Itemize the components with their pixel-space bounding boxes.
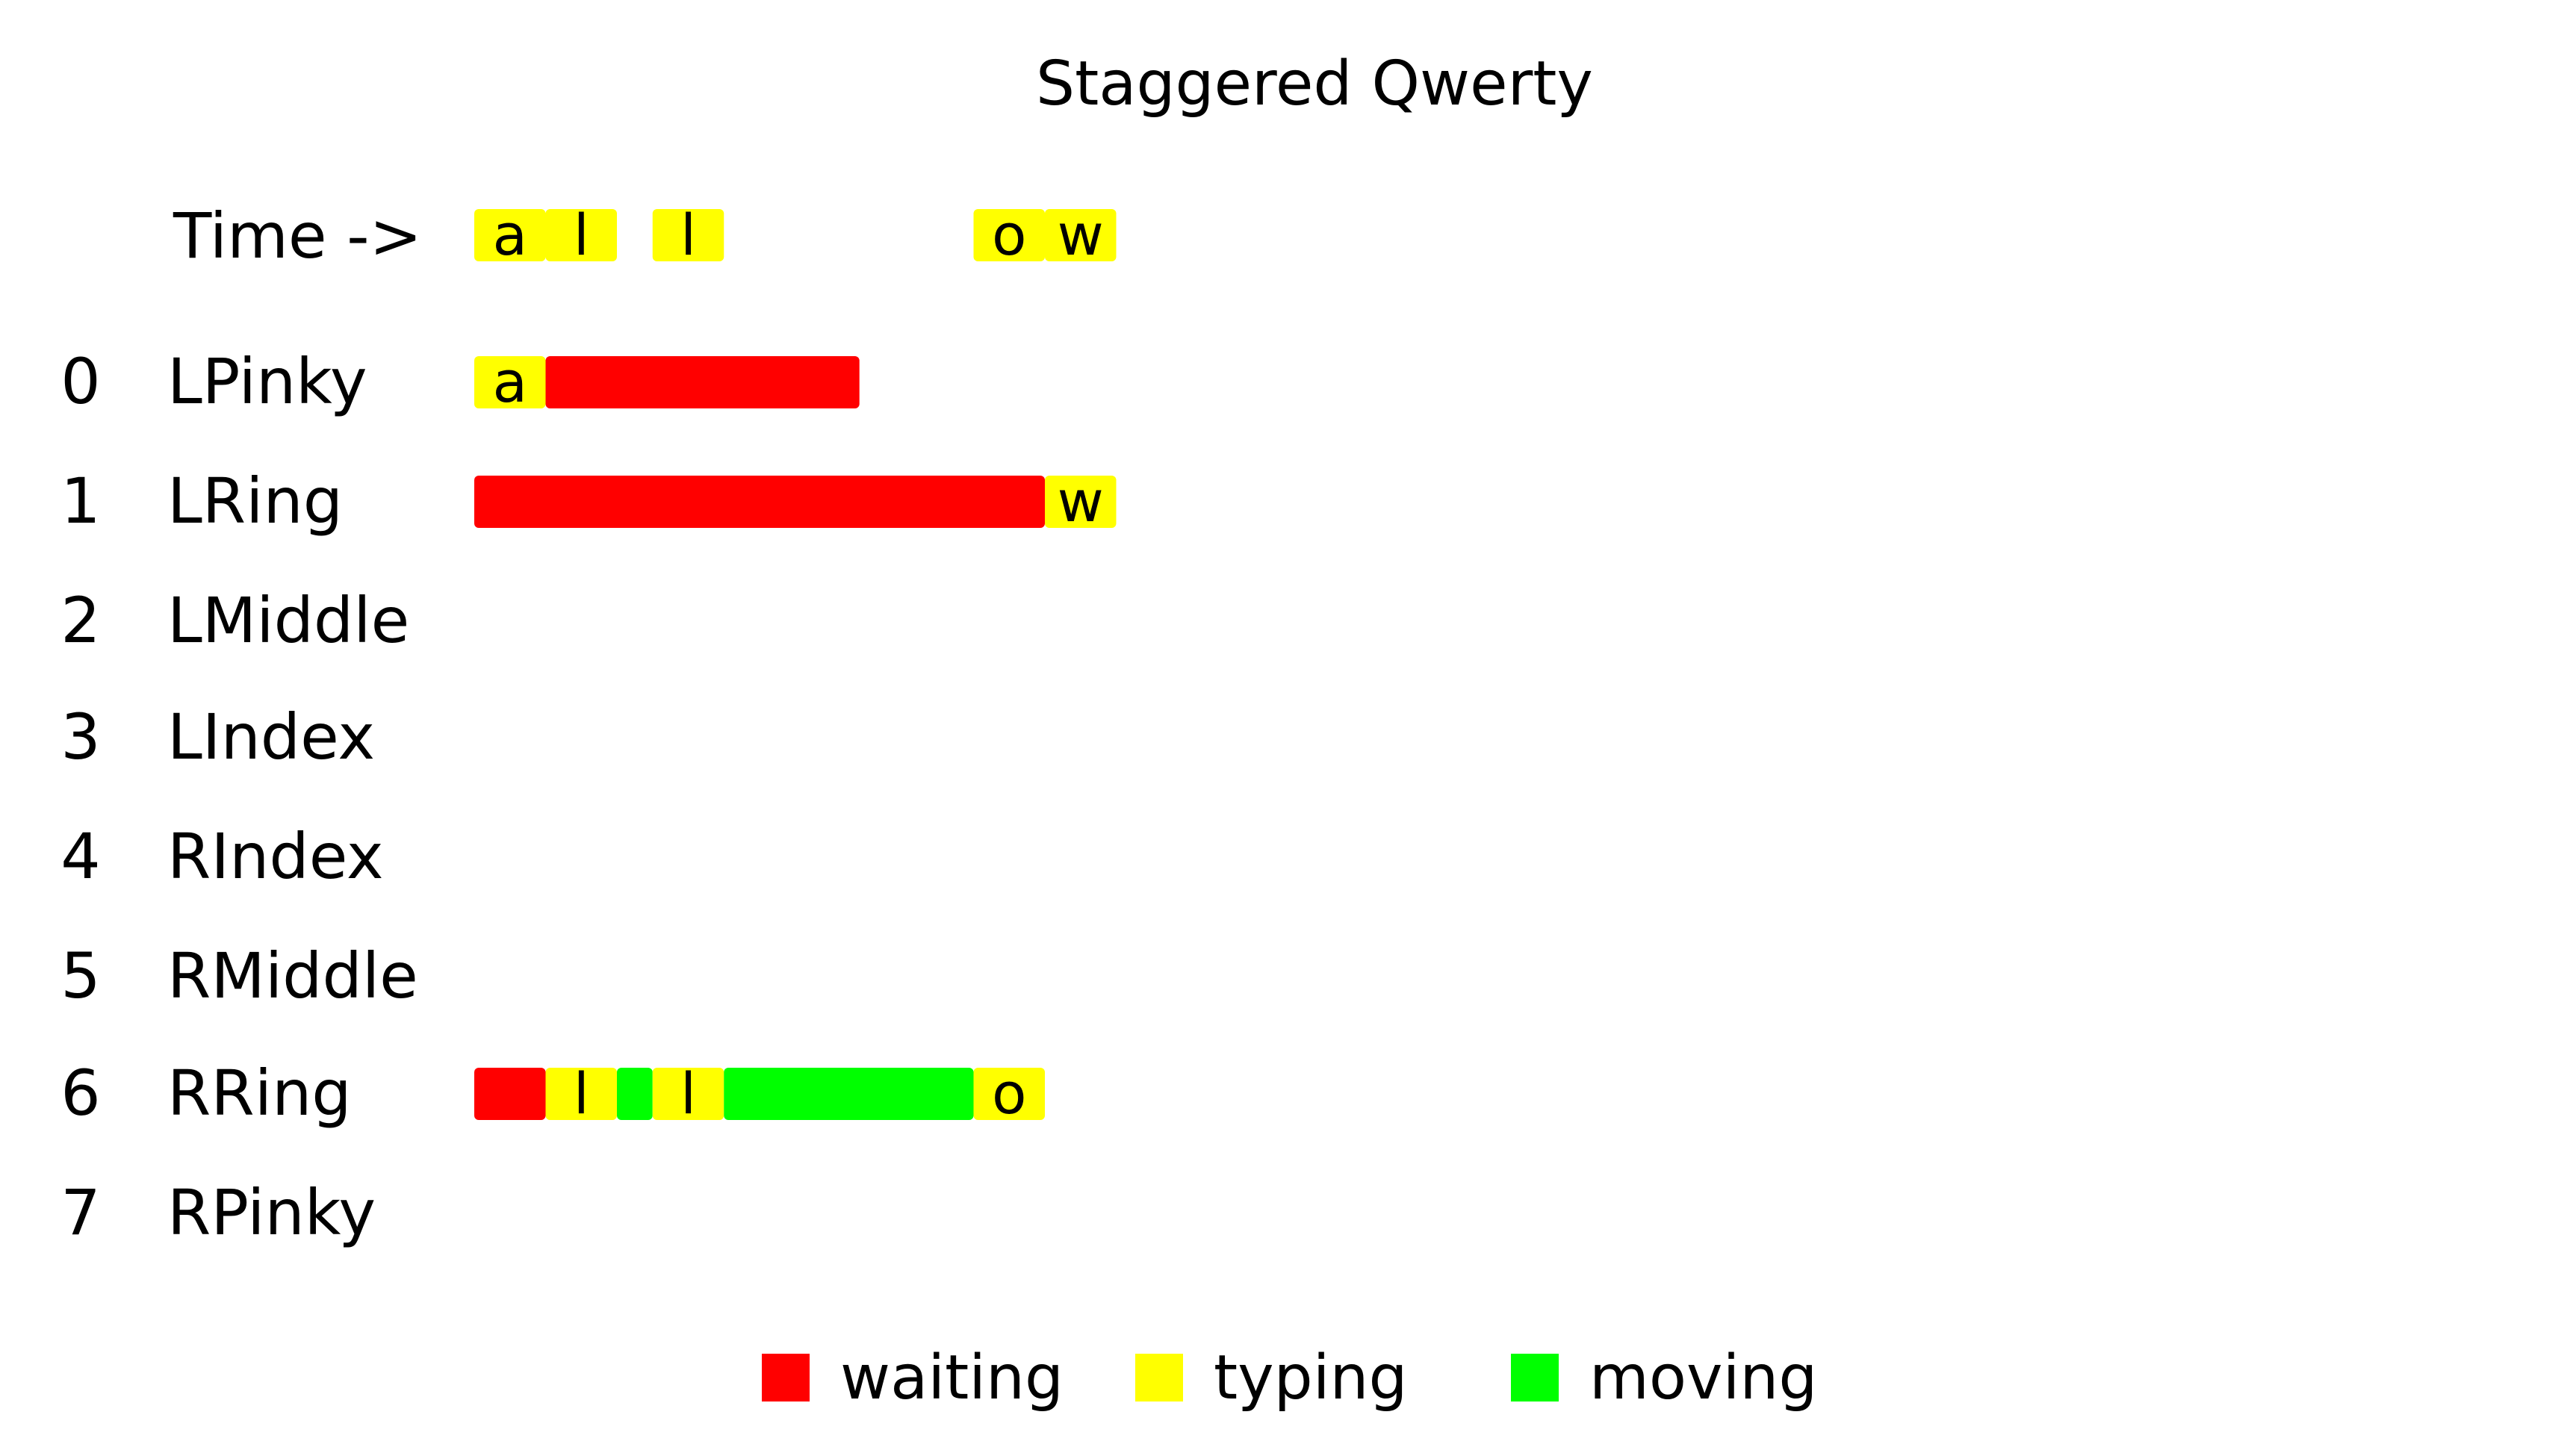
time-row-segment-typing bbox=[973, 209, 1045, 261]
time-row-key-label: w bbox=[1058, 202, 1104, 268]
finger-index: 1 bbox=[60, 464, 100, 538]
finger-row-6-key-label: l bbox=[680, 1060, 696, 1127]
legend-label-moving: moving bbox=[1589, 1343, 1817, 1413]
finger-row-6-key-label: o bbox=[992, 1060, 1027, 1127]
time-row-key-label: a bbox=[492, 202, 527, 268]
finger-name: LMiddle bbox=[167, 584, 409, 657]
time-row-key-label: l bbox=[574, 202, 589, 268]
legend-swatch-waiting bbox=[762, 1354, 810, 1401]
finger-row-6-segment-typing bbox=[652, 1068, 724, 1120]
finger-row-0: 0 LPinky a bbox=[60, 345, 860, 418]
finger-name: LPinky bbox=[167, 345, 367, 418]
finger-row-7: 7 RPinky bbox=[60, 1176, 376, 1249]
chart-title: Staggered Qwerty bbox=[1036, 49, 1593, 119]
finger-row-0-segment-waiting bbox=[545, 356, 860, 408]
legend-swatch-moving bbox=[1511, 1354, 1559, 1401]
legend-label-waiting: waiting bbox=[840, 1343, 1064, 1413]
finger-row-6-key-label: l bbox=[574, 1060, 589, 1127]
finger-row-5: 5 RMiddle bbox=[60, 939, 418, 1012]
finger-name: RRing bbox=[167, 1057, 352, 1130]
finger-name: LIndex bbox=[167, 700, 375, 774]
finger-index: 6 bbox=[60, 1057, 100, 1130]
finger-index: 2 bbox=[60, 584, 100, 657]
finger-index: 3 bbox=[60, 700, 100, 774]
finger-index: 5 bbox=[60, 939, 100, 1012]
time-row-segment-typing bbox=[1045, 209, 1117, 261]
finger-row-1-segment-typing bbox=[1045, 476, 1117, 528]
finger-index: 4 bbox=[60, 820, 100, 893]
legend-swatch-typing bbox=[1135, 1354, 1183, 1401]
finger-name: LRing bbox=[167, 464, 343, 538]
time-axis-label: Time -> bbox=[173, 199, 422, 273]
finger-row-6-segment-moving bbox=[617, 1068, 653, 1120]
finger-rows: 0 LPinky a 1 LRing w 2 LMiddle 3 LIndex 4 RIndex 5 RM… bbox=[60, 345, 1117, 1249]
finger-name: RMiddle bbox=[167, 939, 418, 1012]
finger-row-6-segment-moving bbox=[724, 1068, 974, 1120]
finger-row-6-segment-waiting bbox=[474, 1068, 546, 1120]
finger-row-3: 3 LIndex bbox=[60, 700, 375, 774]
legend: waiting typing moving bbox=[762, 1343, 1817, 1413]
finger-row-6-segment-typing bbox=[973, 1068, 1045, 1120]
finger-row-1-key-label: w bbox=[1058, 468, 1104, 535]
finger-row-6-segment-typing bbox=[545, 1068, 617, 1120]
legend-label-typing: typing bbox=[1214, 1343, 1408, 1413]
time-row-segment-typing bbox=[652, 209, 724, 261]
finger-row-0-segment-typing bbox=[474, 356, 546, 408]
finger-row-4: 4 RIndex bbox=[60, 820, 383, 893]
finger-name: RIndex bbox=[167, 820, 384, 893]
finger-row-1: 1 LRing w bbox=[60, 464, 1117, 538]
finger-row-2: 2 LMiddle bbox=[60, 584, 409, 657]
time-row-segment-typing bbox=[474, 209, 546, 261]
finger-name: RPinky bbox=[167, 1176, 376, 1249]
finger-index: 7 bbox=[60, 1176, 100, 1249]
finger-row-1-segment-waiting bbox=[474, 476, 1045, 528]
finger-row-0-key-label: a bbox=[492, 349, 527, 415]
time-row-key-label: o bbox=[992, 202, 1027, 268]
finger-index: 0 bbox=[60, 345, 100, 418]
time-row-segment-typing bbox=[545, 209, 617, 261]
time-row-key-label: l bbox=[680, 202, 696, 268]
finger-row-6: 6 RRing l l o bbox=[60, 1057, 1045, 1130]
